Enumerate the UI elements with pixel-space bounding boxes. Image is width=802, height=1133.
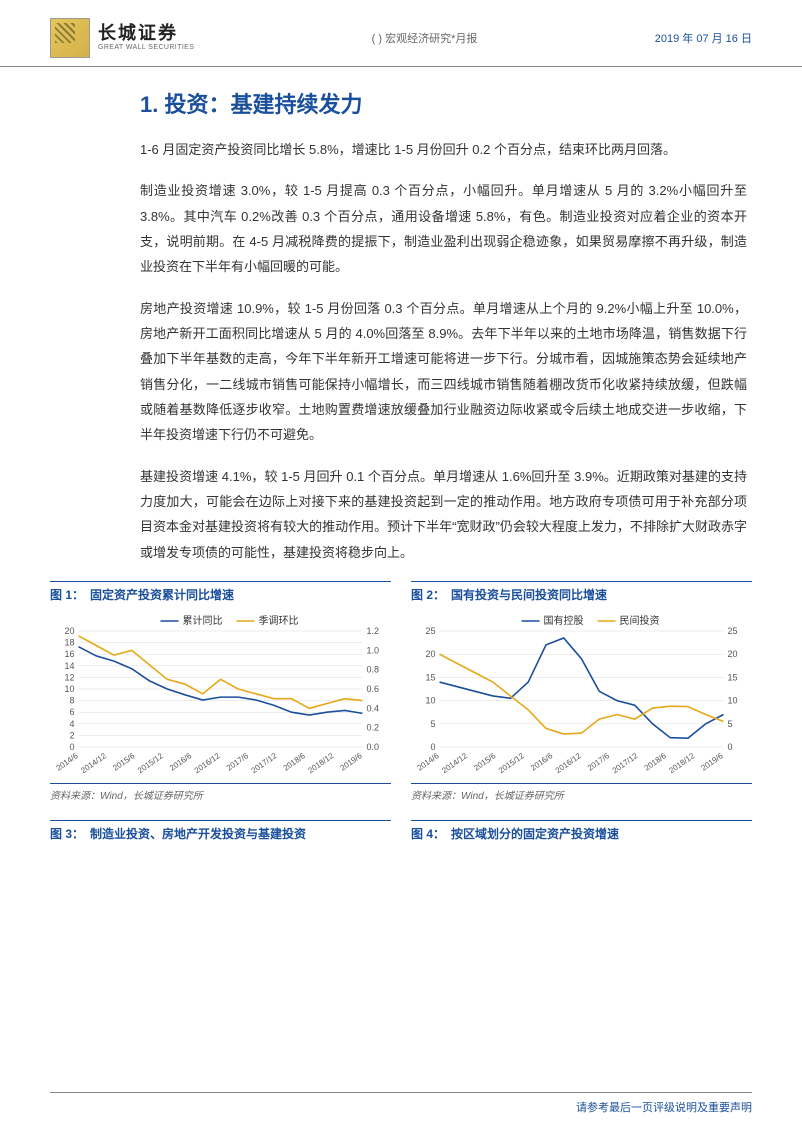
svg-text:0: 0 — [728, 742, 733, 752]
svg-text:2017/6: 2017/6 — [225, 751, 251, 773]
svg-text:0.6: 0.6 — [367, 684, 380, 694]
svg-text:季调环比: 季调环比 — [259, 615, 299, 627]
svg-text:2015/6: 2015/6 — [111, 751, 137, 773]
logo-cn: 长城证券 — [98, 24, 194, 44]
svg-text:2: 2 — [69, 731, 74, 741]
chart-1-title: 固定资产投资累计同比增速 — [90, 586, 234, 603]
svg-text:20: 20 — [64, 626, 74, 636]
svg-text:12: 12 — [64, 673, 74, 683]
chart-2-block: 图 2： 国有投资与民间投资同比增速 0 5 10 15 20 25 0 5 10 15 20 25 2… — [411, 581, 752, 802]
svg-text:6: 6 — [69, 707, 74, 717]
svg-text:0.4: 0.4 — [367, 703, 380, 713]
svg-text:2017/6: 2017/6 — [586, 751, 612, 773]
svg-text:0: 0 — [430, 742, 435, 752]
svg-text:20: 20 — [728, 649, 738, 659]
svg-text:国有控股: 国有控股 — [544, 614, 584, 627]
svg-text:2014/12: 2014/12 — [440, 751, 469, 775]
svg-text:2018/12: 2018/12 — [306, 751, 335, 775]
svg-text:15: 15 — [425, 673, 435, 683]
paragraph-4: 基建投资增速 4.1%，较 1-5 月回升 0.1 个百分点。单月增速从 1.6… — [140, 464, 747, 565]
svg-text:10: 10 — [425, 696, 435, 706]
svg-text:累计同比: 累计同比 — [183, 614, 223, 627]
svg-text:16: 16 — [64, 649, 74, 659]
doc-date: 2019 年 07 月 16 日 — [655, 30, 752, 46]
svg-text:2018/6: 2018/6 — [643, 751, 669, 773]
logo-en: GREAT WALL SECURITIES — [98, 44, 194, 52]
chart-2-titlebar: 图 2： 国有投资与民间投资同比增速 — [411, 581, 752, 603]
svg-text:14: 14 — [64, 661, 74, 671]
chart-1-titlebar: 图 1： 固定资产投资累计同比增速 — [50, 581, 391, 603]
svg-text:18: 18 — [64, 638, 74, 648]
paragraph-2: 制造业投资增速 3.0%，较 1-5 月提高 0.3 个百分点，小幅回升。单月增… — [140, 178, 747, 279]
svg-text:2014/6: 2014/6 — [415, 751, 441, 773]
svg-text:2018/6: 2018/6 — [282, 751, 308, 773]
logo-block: 长城证券 GREAT WALL SECURITIES — [50, 18, 194, 58]
chart-3-block: 图 3： 制造业投资、房地产开发投资与基建投资 — [50, 820, 391, 848]
chart-4-block: 图 4： 按区域划分的固定资产投资增速 — [411, 820, 752, 848]
svg-text:20: 20 — [425, 649, 435, 659]
chart-3-title: 制造业投资、房地产开发投资与基建投资 — [90, 825, 306, 842]
svg-text:2015/6: 2015/6 — [472, 751, 498, 773]
chart-2-source: 资料来源：Wind，长城证券研究所 — [411, 783, 752, 802]
svg-text:民间投资: 民间投资 — [620, 614, 660, 627]
charts-row-2: 图 3： 制造业投资、房地产开发投资与基建投资 图 4： 按区域划分的固定资产投… — [0, 820, 802, 848]
chart-1-source: 资料来源：Wind，长城证券研究所 — [50, 783, 391, 802]
svg-text:4: 4 — [69, 719, 74, 729]
svg-text:2019/6: 2019/6 — [338, 751, 364, 773]
chart-1-canvas: 02 4 68 1012 14 1618 20 0.0 0.2 0.4 0.6 0.8 1.0 1.2 20… — [50, 609, 391, 779]
svg-text:2016/6: 2016/6 — [529, 751, 555, 773]
svg-text:5: 5 — [430, 719, 435, 729]
section-title: 1. 投资：基建持续发力 — [140, 87, 747, 119]
svg-text:2015/12: 2015/12 — [497, 751, 526, 775]
svg-text:15: 15 — [728, 673, 738, 683]
svg-text:2018/12: 2018/12 — [667, 751, 696, 775]
svg-text:2015/12: 2015/12 — [136, 751, 165, 775]
svg-text:25: 25 — [728, 626, 738, 636]
svg-text:0.8: 0.8 — [367, 665, 380, 675]
chart-2-title: 国有投资与民间投资同比增速 — [451, 586, 607, 603]
footer-divider — [50, 1092, 752, 1093]
page-header: 长城证券 GREAT WALL SECURITIES ( ) 宏观经济研究*月报… — [0, 0, 802, 67]
chart-4-tag: 图 4： — [411, 825, 445, 842]
svg-text:5: 5 — [728, 719, 733, 729]
chart-3-tag: 图 3： — [50, 825, 84, 842]
main-content: 1. 投资：基建持续发力 1-6 月固定资产投资同比增长 5.8%，增速比 1-… — [0, 67, 802, 565]
svg-text:2017/12: 2017/12 — [611, 751, 640, 775]
svg-text:2017/12: 2017/12 — [250, 751, 279, 775]
footer-text: 请参考最后一页评级说明及重要声明 — [576, 1099, 752, 1115]
paragraph-3: 房地产投资增速 10.9%，较 1-5 月份回落 0.3 个百分点。单月增速从上… — [140, 296, 747, 448]
svg-text:8: 8 — [69, 696, 74, 706]
svg-text:0.0: 0.0 — [367, 742, 380, 752]
svg-text:10: 10 — [64, 684, 74, 694]
svg-text:0.2: 0.2 — [367, 723, 380, 733]
svg-text:2019/6: 2019/6 — [699, 751, 725, 773]
svg-text:2014/12: 2014/12 — [79, 751, 108, 775]
chart-2-tag: 图 2： — [411, 586, 445, 603]
svg-text:2016/12: 2016/12 — [554, 751, 583, 775]
chart-3-titlebar: 图 3： 制造业投资、房地产开发投资与基建投资 — [50, 820, 391, 842]
paragraph-1: 1-6 月固定资产投资同比增长 5.8%，增速比 1-5 月份回升 0.2 个百… — [140, 137, 747, 162]
chart-4-titlebar: 图 4： 按区域划分的固定资产投资增速 — [411, 820, 752, 842]
chart-2-canvas: 051015202505101520252014/62014/122015/62… — [411, 609, 752, 779]
doc-type: ( ) 宏观经济研究*月报 — [372, 30, 478, 46]
svg-text:25: 25 — [425, 626, 435, 636]
svg-text:0: 0 — [69, 742, 74, 752]
svg-text:1.2: 1.2 — [367, 626, 380, 636]
chart-1-tag: 图 1： — [50, 586, 84, 603]
chart-1-block: 图 1： 固定资产投资累计同比增速 02 4 68 1012 14 1618 20 0.0 0.… — [50, 581, 391, 802]
logo-icon — [50, 18, 90, 58]
svg-text:2016/12: 2016/12 — [193, 751, 222, 775]
svg-text:10: 10 — [728, 696, 738, 706]
svg-text:2014/6: 2014/6 — [54, 751, 80, 773]
logo-text: 长城证券 GREAT WALL SECURITIES — [98, 24, 194, 51]
svg-text:1.0: 1.0 — [367, 645, 380, 655]
svg-text:2016/6: 2016/6 — [168, 751, 194, 773]
chart-4-title: 按区域划分的固定资产投资增速 — [451, 825, 619, 842]
charts-row-1: 图 1： 固定资产投资累计同比增速 024681012141618200.00.… — [0, 581, 802, 802]
